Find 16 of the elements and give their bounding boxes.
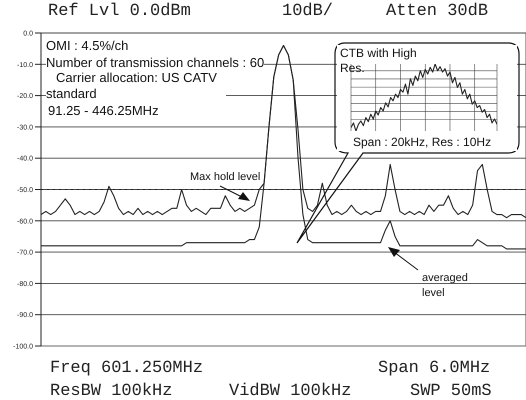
text: Atten 30dB [386, 2, 488, 21]
text: Ref Lvl 0.0dBm [48, 2, 191, 21]
text: 10dB/ [282, 2, 334, 21]
annotation: Carrier allocation: US CATV standard [46, 70, 226, 102]
text: Freq 601.250MHz [50, 359, 204, 378]
annotation: Number of transmission channels : 60 [46, 55, 264, 70]
chart-title: CTB with High Res. [340, 46, 418, 76]
text: Span 6.0MHz [378, 359, 490, 378]
text: ResBW 100kHz [50, 382, 172, 400]
series-label: Max hold level [190, 170, 260, 185]
annotation: Span : 20kHz, Res : 10Hz [353, 135, 492, 150]
annotation: 91.25 - 446.25MHz [48, 103, 159, 118]
text: averaged level [422, 271, 469, 301]
text: VidBW 100kHz [229, 382, 352, 400]
text: SWP 50mS [410, 382, 492, 400]
annotation: OMI : 4.5%/ch [46, 38, 128, 53]
